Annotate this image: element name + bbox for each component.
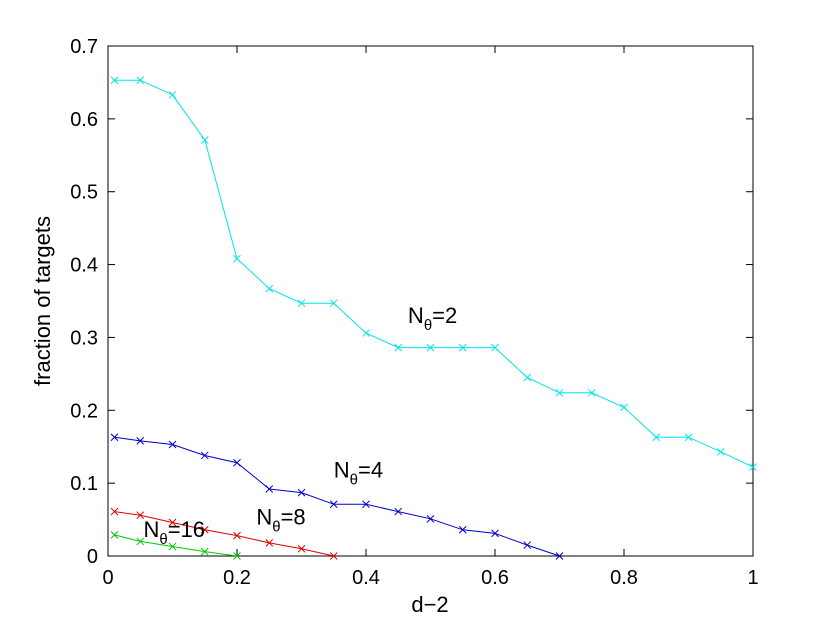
data-point [265, 485, 274, 493]
series-0 [110, 76, 757, 471]
x-axis: 0 0.2 0.4 0.6 0.8 1 [102, 46, 759, 589]
data-point [555, 388, 564, 397]
series-annotation: Nθ=8 [256, 505, 305, 536]
y-tick-label: 0.5 [70, 182, 98, 204]
plot-area [107, 45, 754, 557]
series-3 [110, 531, 241, 560]
series-annotation: Nθ=4 [334, 457, 383, 488]
annotation-layer: Nθ=2 Nθ=4 Nθ=8 Nθ=16 [143, 303, 457, 548]
data-point [523, 541, 532, 549]
data-point [523, 373, 532, 382]
data-point [458, 525, 467, 534]
x-tick-label: 0.2 [223, 567, 251, 589]
data-point [652, 433, 661, 442]
x-tick-label: 0 [102, 567, 113, 589]
data-point [394, 343, 403, 352]
y-axis-title: fraction of targets [30, 216, 55, 386]
data-point [491, 529, 499, 538]
data-point [233, 531, 241, 540]
data-point [200, 451, 209, 460]
data-point [362, 329, 370, 337]
data-point [297, 544, 306, 553]
data-point [265, 284, 274, 293]
data-point [716, 447, 725, 456]
series-annotation: Nθ=2 [408, 303, 457, 334]
data-point [168, 518, 177, 527]
data-point [684, 433, 693, 442]
x-tick-label: 1 [747, 567, 758, 589]
data-point [620, 403, 628, 412]
data-point [491, 343, 499, 352]
data-point [329, 500, 338, 509]
data-point [136, 537, 145, 546]
y-tick-label: 0.3 [70, 327, 98, 349]
data-point [168, 542, 177, 551]
data-point [297, 488, 306, 497]
series-2 [110, 507, 338, 560]
data-point [200, 136, 209, 144]
data-point [426, 343, 435, 352]
data-point [362, 500, 370, 509]
data-point [168, 440, 177, 449]
y-tick-label: 0.1 [70, 473, 98, 495]
data-point [110, 507, 119, 516]
data-point [110, 76, 119, 85]
data-point [329, 552, 338, 560]
y-tick-label: 0 [87, 546, 98, 568]
data-point [265, 539, 274, 547]
y-tick-label: 0.2 [70, 400, 98, 422]
x-tick-label: 0.8 [610, 567, 638, 589]
data-point [297, 299, 306, 308]
series-annotation: Nθ=16 [143, 517, 205, 548]
data-point [136, 437, 145, 445]
y-tick-label: 0.6 [70, 109, 98, 131]
series-layer [110, 76, 757, 560]
x-axis-title: d−2 [411, 592, 448, 617]
y-tick-label: 0.7 [70, 36, 98, 58]
x-tick-label: 0.6 [481, 567, 509, 589]
series-line [114, 511, 334, 557]
data-point [555, 552, 564, 560]
data-point [233, 254, 241, 263]
data-point [233, 458, 241, 467]
y-tick-label: 0.4 [70, 255, 98, 277]
y-axis: 0 0.1 0.2 0.3 0.4 0.5 0.6 0.7 [70, 36, 753, 568]
data-point [136, 76, 145, 85]
data-point [136, 511, 145, 520]
data-point [587, 388, 596, 397]
data-point [233, 552, 241, 560]
data-point [426, 514, 435, 523]
series-1 [110, 433, 564, 560]
x-tick-label: 0.4 [352, 567, 380, 589]
data-point [110, 531, 119, 539]
data-point [329, 299, 338, 308]
data-point [200, 547, 209, 556]
data-point [168, 90, 177, 99]
data-point [749, 463, 757, 471]
data-point [458, 343, 467, 352]
data-point [110, 433, 119, 442]
data-point [200, 525, 209, 534]
data-point [394, 507, 403, 516]
